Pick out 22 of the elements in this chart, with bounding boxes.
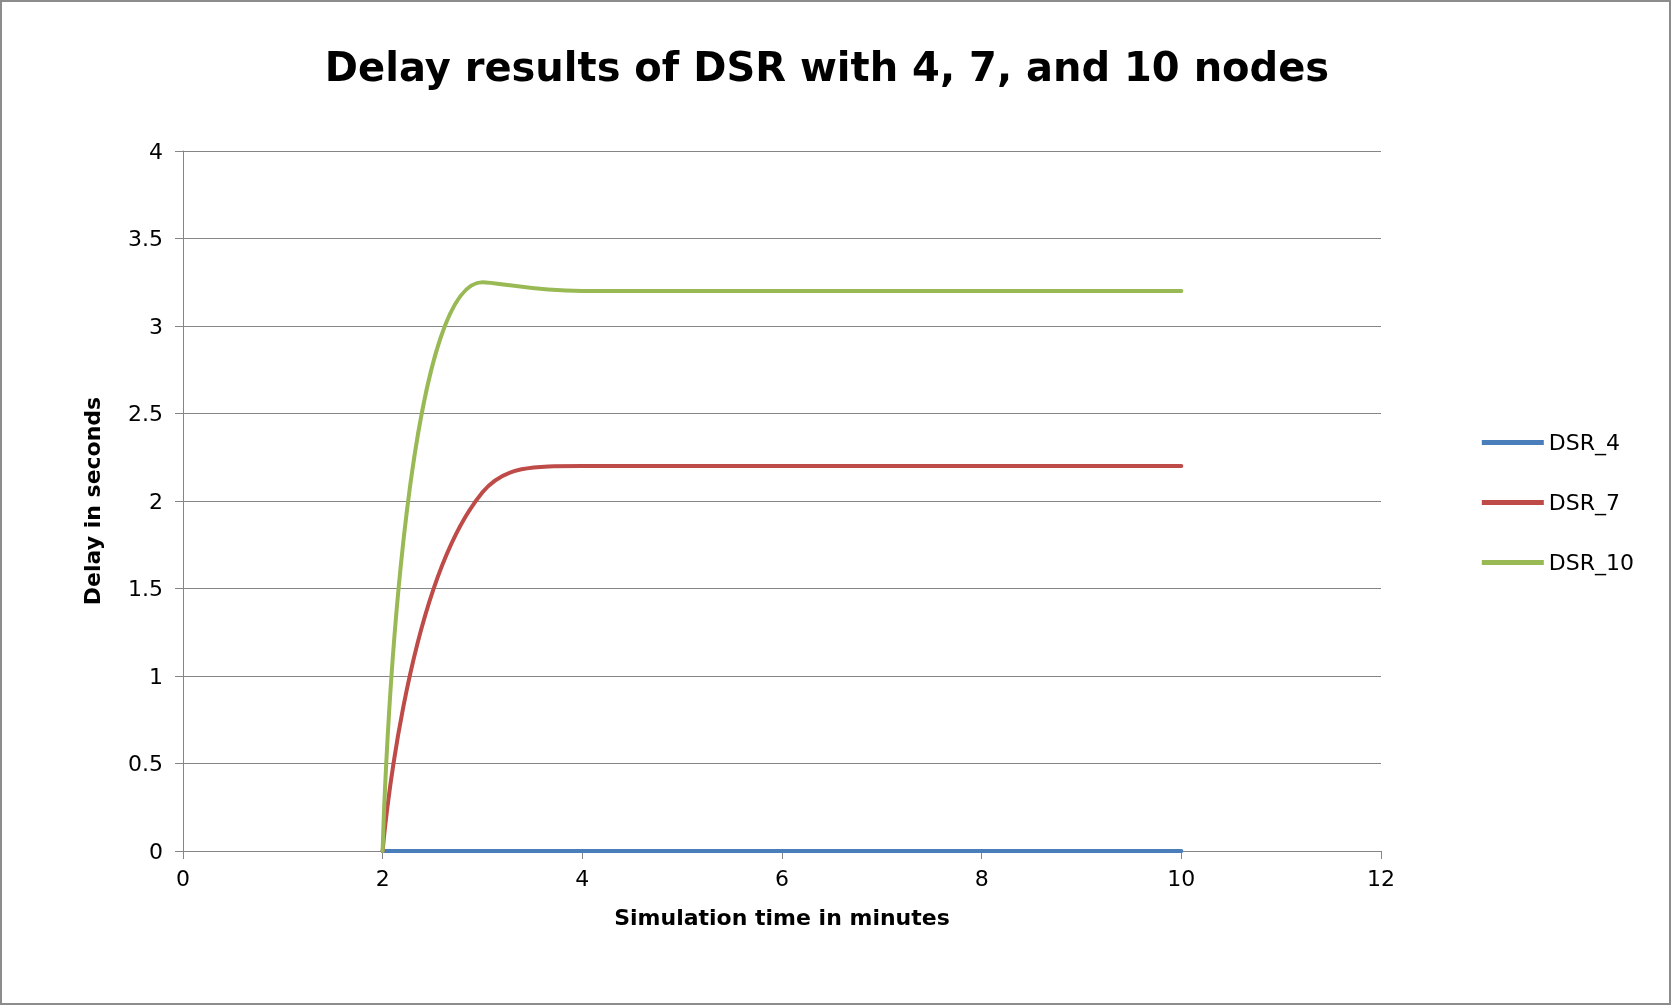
legend-label: DSR_7: [1548, 490, 1621, 516]
x-tick-label: 6: [775, 865, 789, 891]
x-tick-label: 10: [1167, 865, 1196, 891]
y-tick-label: 0.5: [128, 751, 163, 776]
y-tick-label: 0: [149, 838, 163, 864]
x-tick-label: 2: [375, 865, 390, 891]
x-tick-label: 4: [575, 865, 590, 891]
legend-label: DSR_10: [1548, 550, 1634, 576]
y-tick-label: 1.5: [128, 576, 163, 601]
x-tick-label: 0: [176, 865, 190, 891]
x-tick-label: 8: [974, 865, 989, 891]
y-axis-title: Delay in seconds: [79, 396, 105, 606]
y-tick-label: 4: [149, 138, 163, 164]
x-tick-label: 12: [1367, 865, 1395, 891]
legend-label: DSR_4: [1548, 430, 1621, 456]
y-tick-label: 2: [149, 488, 163, 514]
y-tick-label: 2.5: [128, 401, 163, 426]
y-tick-label: 3.5: [128, 226, 163, 251]
x-axis-title: Simulation time in minutes: [614, 904, 950, 930]
y-tick-label: 3: [149, 313, 163, 339]
y-tick-label: 1: [149, 663, 163, 689]
chart-title: Delay results of DSR with 4, 7, and 10 nodes: [324, 44, 1330, 90]
